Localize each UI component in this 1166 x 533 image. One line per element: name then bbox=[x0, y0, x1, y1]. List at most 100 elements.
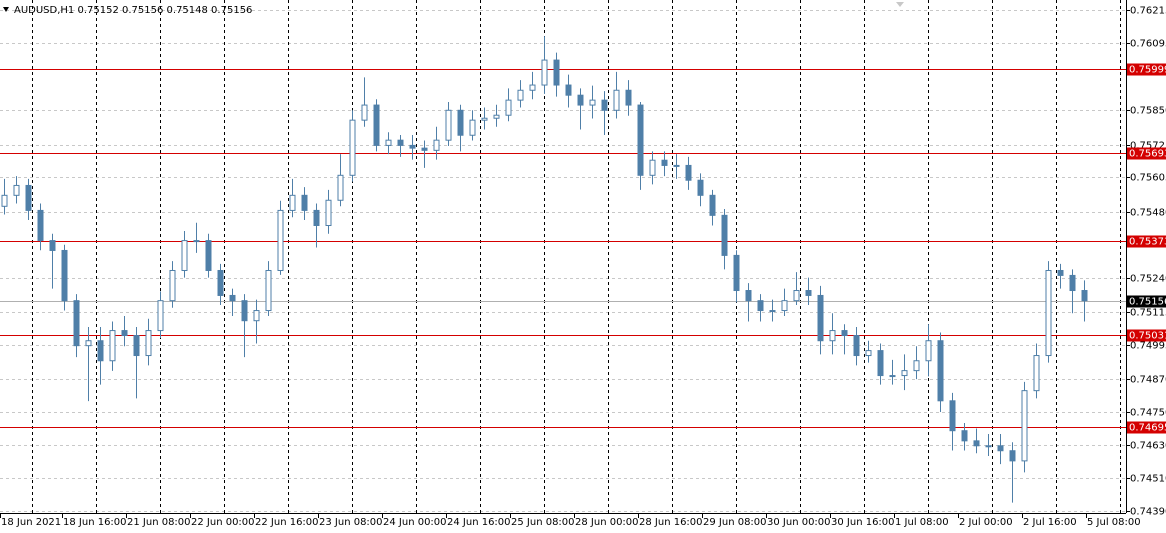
candle-body bbox=[1081, 290, 1088, 302]
candle-body bbox=[1045, 269, 1052, 357]
candle-body bbox=[277, 209, 284, 271]
candle-body bbox=[673, 164, 680, 167]
candle-body bbox=[781, 300, 788, 312]
candle-body bbox=[661, 159, 668, 166]
candle-body bbox=[157, 300, 164, 332]
candle-body bbox=[541, 59, 548, 86]
level-label-bg bbox=[1127, 235, 1166, 248]
menu-arrow[interactable] bbox=[3, 7, 9, 12]
x-tick-label: 2 Jul 00:00 bbox=[959, 517, 1013, 528]
candle-body bbox=[313, 209, 320, 227]
candle-body bbox=[13, 184, 20, 196]
candle-body bbox=[385, 139, 392, 146]
candle-body bbox=[553, 59, 560, 86]
candle-body bbox=[937, 340, 944, 402]
x-tick-label: 30 Jun 00:00 bbox=[767, 517, 831, 528]
shift-marker bbox=[896, 2, 904, 7]
candle-body bbox=[973, 440, 980, 447]
candle-body bbox=[505, 99, 512, 116]
candle-body bbox=[37, 209, 44, 242]
candle-body bbox=[1033, 355, 1040, 392]
candle-body bbox=[769, 310, 776, 313]
candle-body bbox=[1021, 390, 1028, 462]
x-tick-label: 24 Jun 00:00 bbox=[383, 517, 447, 528]
candle-body bbox=[49, 240, 56, 251]
candle-body bbox=[565, 84, 572, 96]
price-label-bg bbox=[1127, 295, 1166, 308]
x-tick-label: 22 Jun 16:00 bbox=[255, 517, 319, 528]
candle-body bbox=[877, 350, 884, 377]
candle-body bbox=[109, 330, 116, 362]
candle-body bbox=[649, 159, 656, 176]
y-tick-label: 0.76215 bbox=[1130, 6, 1166, 17]
candle-body bbox=[445, 109, 452, 141]
candle-body bbox=[805, 290, 812, 296]
candle-body bbox=[493, 114, 500, 119]
candle-body bbox=[145, 330, 152, 357]
level-label: 0.75693 bbox=[1129, 149, 1166, 160]
candle-body bbox=[229, 294, 236, 302]
level-label: 0.75373 bbox=[1129, 237, 1166, 248]
level-label-bg bbox=[1127, 329, 1166, 342]
candle-body bbox=[589, 99, 596, 106]
level-label-bg bbox=[1127, 63, 1166, 76]
candle-body bbox=[625, 89, 632, 106]
candle-body bbox=[853, 335, 860, 357]
candle-body bbox=[997, 445, 1004, 452]
x-tick-label: 28 Jun 00:00 bbox=[575, 517, 639, 528]
candle-body bbox=[829, 330, 836, 342]
x-tick-label: 23 Jun 08:00 bbox=[319, 517, 383, 528]
candle-body bbox=[205, 240, 212, 271]
candle-body bbox=[1057, 269, 1064, 276]
x-tick-label: 22 Jun 00:00 bbox=[191, 517, 255, 528]
candle-body bbox=[169, 269, 176, 302]
candle-body bbox=[121, 330, 128, 337]
chart-title: AUDUSD,H1 0.75152 0.75156 0.75148 0.7515… bbox=[14, 5, 252, 16]
levels bbox=[0, 69, 1126, 428]
candle-body bbox=[985, 445, 992, 448]
candle-body bbox=[349, 119, 356, 176]
candle-body bbox=[421, 147, 428, 151]
candle-body bbox=[721, 214, 728, 256]
candle-body bbox=[325, 199, 332, 227]
candle-body bbox=[949, 400, 956, 432]
candle-body bbox=[301, 194, 308, 211]
candle-body bbox=[709, 194, 716, 216]
candle-body bbox=[289, 194, 296, 211]
level-label: 0.74695 bbox=[1129, 423, 1166, 434]
level-label: 0.75999 bbox=[1129, 65, 1166, 76]
candle-body bbox=[1, 194, 8, 207]
candle-body bbox=[217, 269, 224, 296]
x-tick-label: 29 Jun 08:00 bbox=[703, 517, 767, 528]
candle-body bbox=[241, 300, 248, 322]
candles bbox=[1, 36, 1088, 503]
candle-body bbox=[961, 430, 968, 442]
y-tick-label: 0.75725 bbox=[1130, 141, 1166, 152]
candle-body bbox=[745, 290, 752, 302]
candle-body bbox=[25, 184, 32, 211]
candle-body bbox=[1069, 274, 1076, 292]
candle-body bbox=[529, 84, 536, 91]
candle-body bbox=[85, 340, 92, 347]
candle-body bbox=[685, 164, 692, 181]
x-tick-label: 28 Jun 16:00 bbox=[639, 517, 703, 528]
x-tick-label: 1 Jul 08:00 bbox=[895, 517, 949, 528]
candle-body bbox=[61, 249, 68, 302]
x-tick-label: 2 Jul 16:00 bbox=[1023, 517, 1077, 528]
candle-body bbox=[817, 294, 824, 342]
candle-body bbox=[253, 310, 260, 322]
candle-body bbox=[913, 360, 920, 372]
candle-body bbox=[73, 300, 80, 347]
candle-body bbox=[793, 290, 800, 302]
x-tick-label: 18 Jun 2021 bbox=[1, 517, 61, 528]
candle-body bbox=[1009, 450, 1016, 462]
candle-body bbox=[481, 117, 488, 121]
